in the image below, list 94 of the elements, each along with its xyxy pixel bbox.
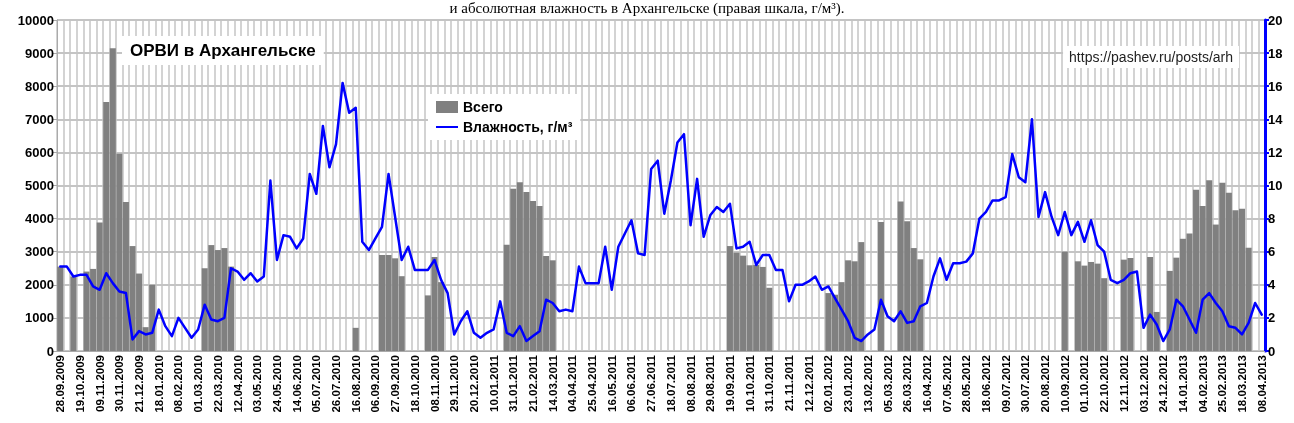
annotation: https://pashev.ru/posts/arh	[1069, 49, 1234, 65]
y2-tick-label: 20	[1268, 12, 1283, 28]
y2-tick-label: 4	[1268, 277, 1276, 293]
x-tick-label: 26.07.2010	[330, 355, 343, 413]
x-tick-label: 23.01.2012	[842, 355, 855, 413]
y2-tick-label: 10	[1268, 178, 1283, 193]
x-tick-label: 16.04.2012	[920, 355, 933, 413]
y2-tick-label: 18	[1268, 45, 1283, 61]
x-tick-label: 08.08.2011	[684, 354, 697, 412]
x-tick-label: 19.10.2009	[73, 355, 86, 413]
y-tick-label: 7000	[25, 111, 54, 127]
x-tick-label: 18.06.2012	[979, 355, 992, 413]
x-tick-label: 31.01.2011	[507, 354, 520, 412]
x-tick-label: 09.07.2012	[999, 355, 1012, 413]
x-tick-label: 18.01.2010	[152, 355, 165, 413]
x-tick-label: 07.05.2012	[940, 355, 953, 413]
x-tick-label: 21.12.2009	[133, 355, 146, 413]
x-tick-label: 08.11.2010	[428, 355, 441, 412]
legend-label: Всего	[463, 99, 503, 115]
x-tick-label: 20.08.2012	[1039, 355, 1052, 413]
x-tick-label: 08.04.2013	[1255, 355, 1268, 413]
chart-subtitle: и абсолютная влажность в Архангельске (правая шкала, г/м³).	[449, 0, 845, 17]
x-tick-label: 10.01.2011	[487, 354, 500, 412]
legend-label: Влажность, г/м³	[463, 119, 573, 135]
x-tick-label: 03.12.2012	[1137, 355, 1150, 413]
x-tick-label: 27.09.2010	[389, 355, 402, 413]
x-tick-label: 21.11.2011	[783, 354, 796, 412]
y-tick-label: 1000	[25, 310, 54, 326]
x-tick-label: 01.03.2010	[192, 355, 205, 413]
x-tick-label: 16.05.2011	[605, 354, 618, 412]
x-tick-label: 26.03.2012	[901, 355, 914, 413]
x-tick-label: 06.06.2011	[625, 354, 638, 412]
x-tick-label: 29.08.2011	[704, 354, 717, 412]
x-tick-label: 24.12.2012	[1157, 355, 1170, 413]
x-tick-label: 24.05.2010	[270, 355, 283, 413]
x-tick-label: 22.03.2010	[211, 355, 224, 413]
x-tick-label: 20.12.2010	[467, 355, 480, 413]
x-tick-label: 25.02.2013	[1216, 355, 1229, 413]
x-tick-label: 16.08.2010	[349, 355, 362, 413]
x-tick-label: 12.11.2012	[1117, 355, 1130, 412]
x-tick-label: 01.10.2012	[1078, 355, 1091, 413]
x-tick-label: 03.05.2010	[251, 355, 264, 413]
bar	[352, 327, 359, 351]
y2-tick-label: 6	[1268, 244, 1276, 260]
y2-tick-label: 2	[1268, 310, 1276, 326]
x-tick-label: 22.10.2012	[1098, 355, 1111, 413]
x-tick-label: 09.11.2009	[93, 355, 106, 412]
x-tick-label: 04.02.2013	[1196, 355, 1209, 413]
x-tick-label: 18.03.2013	[1236, 355, 1249, 413]
x-tick-label: 30.07.2012	[1019, 355, 1032, 413]
y-tick-label: 6000	[25, 144, 54, 160]
x-tick-label: 06.09.2010	[369, 355, 382, 413]
x-tick-label: 28.09.2009	[54, 355, 67, 413]
y2-tick-label: 0	[1268, 343, 1276, 359]
y-tick-label: 5000	[25, 178, 54, 193]
y2-tick-label: 8	[1268, 211, 1276, 227]
bar	[877, 221, 884, 351]
y-tick-label: 9000	[25, 45, 54, 61]
x-tick-label: 14.03.2011	[546, 354, 559, 412]
x-tick-label: 04.04.2011	[566, 354, 579, 412]
bar	[57, 266, 64, 351]
y-tick-label: 8000	[25, 78, 54, 94]
y2-tick-label: 12	[1268, 144, 1283, 160]
x-tick-label: 30.11.2009	[113, 355, 126, 412]
x-tick-label: 19.09.2011	[723, 354, 736, 412]
x-tick-label: 18.10.2010	[408, 355, 421, 413]
y-tick-label: 0	[46, 343, 54, 359]
x-tick-label: 25.04.2011	[586, 354, 599, 412]
y2-tick-label: 14	[1268, 111, 1284, 127]
x-tick-label: 27.06.2011	[645, 354, 658, 412]
y-tick-label: 3000	[25, 244, 54, 260]
x-tick-label: 14.06.2010	[290, 355, 303, 413]
text: ОРВИ в Архангельске	[130, 41, 316, 60]
x-tick-label: 05.03.2012	[881, 355, 894, 413]
x-tick-label: 02.01.2012	[822, 355, 835, 413]
x-tick-label: 05.07.2010	[310, 355, 323, 413]
bar	[70, 276, 77, 351]
x-tick-label: 08.02.2010	[172, 355, 185, 413]
x-tick-label: 21.02.2011	[526, 354, 539, 412]
y-tick-label: 10000	[17, 12, 54, 28]
x-tick-label: 13.02.2012	[861, 355, 874, 413]
x-tick-label: 28.05.2012	[960, 355, 973, 413]
y-tick-label: 4000	[25, 211, 54, 227]
x-tick-label: 12.04.2010	[231, 355, 244, 413]
x-tick-label: 12.12.2011	[802, 354, 815, 412]
y-tick-label: 2000	[25, 277, 54, 293]
x-tick-label: 10.10.2011	[743, 354, 756, 412]
x-tick-label: 18.07.2011	[664, 354, 677, 412]
bar	[1061, 251, 1068, 351]
x-tick-label: 31.10.2011	[763, 354, 776, 412]
x-tick-label: 29.11.2010	[448, 355, 461, 412]
y2-tick-label: 16	[1268, 78, 1283, 94]
x-tick-label: 10.09.2012	[1058, 355, 1071, 413]
x-tick-label: 14.01.2013	[1176, 355, 1189, 413]
